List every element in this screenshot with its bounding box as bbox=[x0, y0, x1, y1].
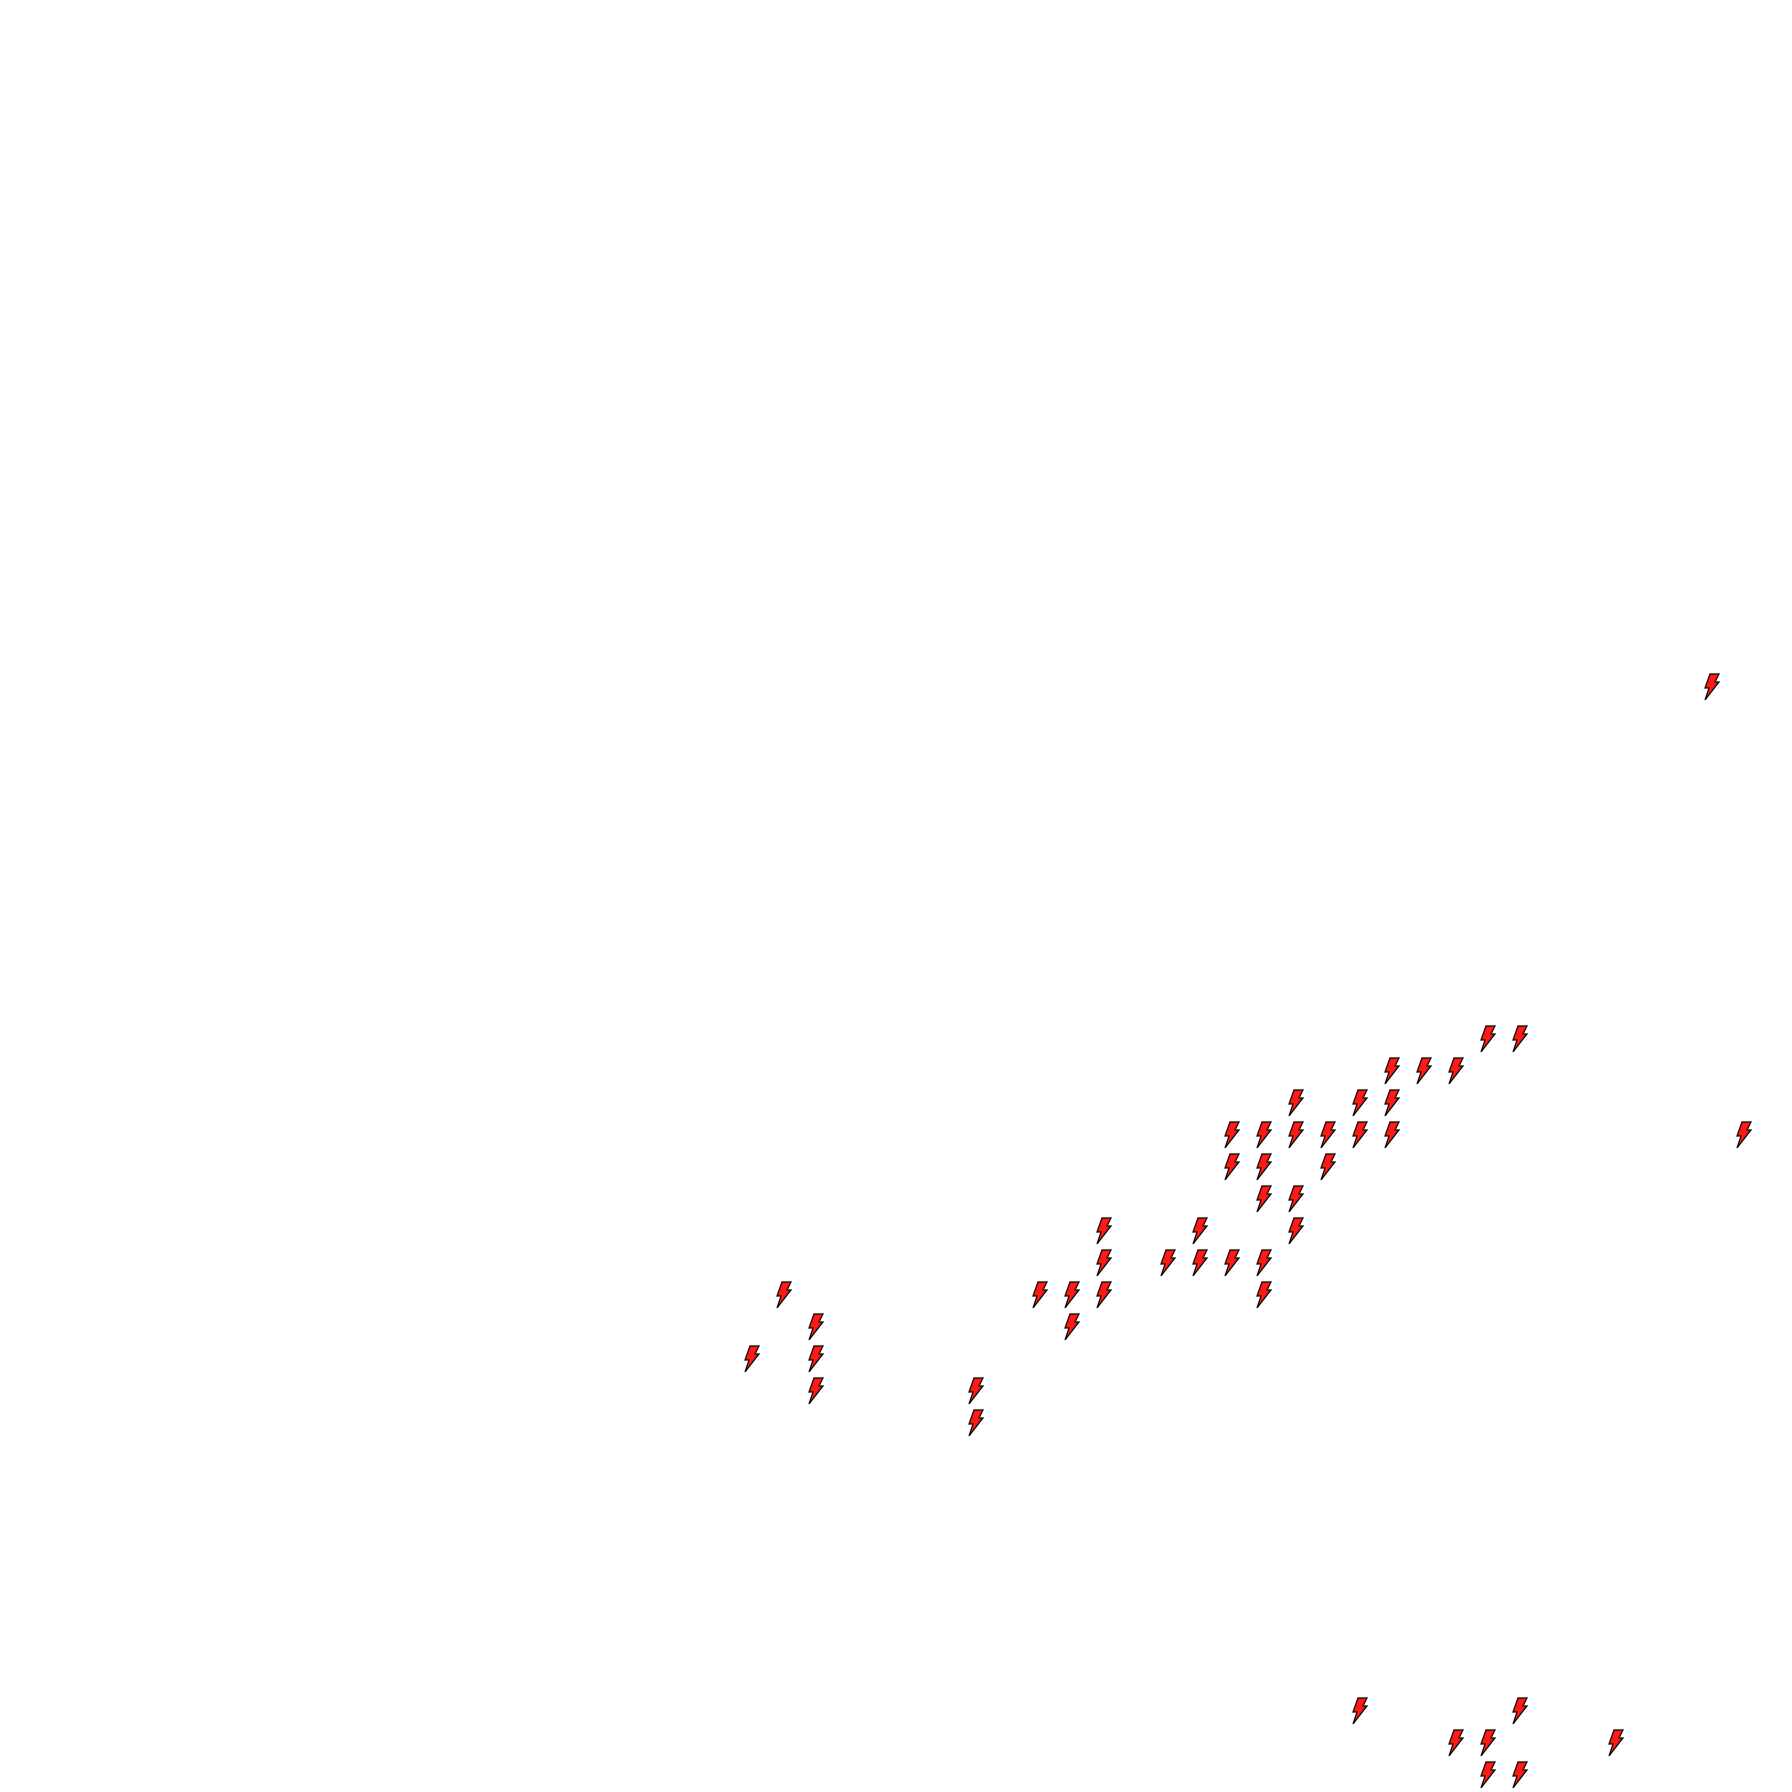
map-marker[interactable] bbox=[1415, 1057, 1433, 1085]
lightning-bolt-icon bbox=[744, 1345, 761, 1373]
map-marker[interactable] bbox=[807, 1377, 825, 1405]
lightning-bolt-icon bbox=[1224, 1249, 1241, 1277]
map-marker[interactable] bbox=[1351, 1697, 1369, 1725]
lightning-bolt-icon bbox=[808, 1377, 825, 1405]
map-marker[interactable] bbox=[1319, 1153, 1337, 1181]
map-marker[interactable] bbox=[1447, 1057, 1465, 1085]
map-marker[interactable] bbox=[1287, 1217, 1305, 1245]
map-marker[interactable] bbox=[1095, 1281, 1113, 1309]
lightning-bolt-icon bbox=[1384, 1089, 1401, 1117]
lightning-bolt-icon bbox=[968, 1409, 985, 1437]
lightning-bolt-icon bbox=[1256, 1249, 1273, 1277]
lightning-bolt-icon bbox=[1064, 1313, 1081, 1341]
lightning-bolt-icon bbox=[776, 1281, 793, 1309]
lightning-bolt-icon bbox=[1256, 1153, 1273, 1181]
map-marker[interactable] bbox=[1511, 1761, 1529, 1789]
lightning-bolt-icon bbox=[1608, 1729, 1625, 1757]
lightning-bolt-icon bbox=[1256, 1121, 1273, 1149]
map-marker[interactable] bbox=[775, 1281, 793, 1309]
map-marker[interactable] bbox=[1735, 1121, 1753, 1149]
lightning-bolt-icon bbox=[1256, 1185, 1273, 1213]
lightning-bolt-icon bbox=[1352, 1697, 1369, 1725]
map-marker[interactable] bbox=[1383, 1057, 1401, 1085]
lightning-bolt-icon bbox=[1032, 1281, 1049, 1309]
map-marker[interactable] bbox=[1191, 1217, 1209, 1245]
map-marker[interactable] bbox=[1255, 1121, 1273, 1149]
map-marker[interactable] bbox=[1191, 1249, 1209, 1277]
lightning-bolt-icon bbox=[808, 1313, 825, 1341]
lightning-bolt-icon bbox=[1320, 1153, 1337, 1181]
lightning-bolt-icon bbox=[1160, 1249, 1177, 1277]
map-marker[interactable] bbox=[807, 1313, 825, 1341]
map-marker[interactable] bbox=[1255, 1153, 1273, 1181]
map-marker[interactable] bbox=[743, 1345, 761, 1373]
map-marker[interactable] bbox=[1095, 1249, 1113, 1277]
map-marker[interactable] bbox=[1063, 1281, 1081, 1309]
map-marker[interactable] bbox=[1511, 1025, 1529, 1053]
map-marker[interactable] bbox=[1095, 1217, 1113, 1245]
map-marker[interactable] bbox=[1383, 1121, 1401, 1149]
map-marker[interactable] bbox=[1159, 1249, 1177, 1277]
map-marker[interactable] bbox=[1351, 1089, 1369, 1117]
lightning-bolt-icon bbox=[1480, 1025, 1497, 1053]
lightning-bolt-icon bbox=[1192, 1249, 1209, 1277]
lightning-bolt-icon bbox=[1736, 1121, 1753, 1149]
lightning-bolt-icon bbox=[1064, 1281, 1081, 1309]
lightning-bolt-icon bbox=[968, 1377, 985, 1405]
map-marker[interactable] bbox=[1479, 1761, 1497, 1789]
map-marker[interactable] bbox=[1511, 1697, 1529, 1725]
lightning-bolt-icon bbox=[1320, 1121, 1337, 1149]
map-marker[interactable] bbox=[1223, 1249, 1241, 1277]
lightning-bolt-icon bbox=[1288, 1217, 1305, 1245]
map-marker[interactable] bbox=[1319, 1121, 1337, 1149]
map-marker[interactable] bbox=[1223, 1153, 1241, 1181]
map-marker[interactable] bbox=[1031, 1281, 1049, 1309]
lightning-bolt-icon bbox=[1192, 1217, 1209, 1245]
map-marker[interactable] bbox=[967, 1409, 985, 1437]
map-marker[interactable] bbox=[1063, 1313, 1081, 1341]
lightning-bolt-icon bbox=[1480, 1729, 1497, 1757]
lightning-bolt-icon bbox=[1416, 1057, 1433, 1085]
lightning-bolt-icon bbox=[1096, 1249, 1113, 1277]
lightning-bolt-icon bbox=[1224, 1153, 1241, 1181]
lightning-bolt-icon bbox=[1480, 1761, 1497, 1789]
lightning-bolt-icon bbox=[1512, 1761, 1529, 1789]
map-marker[interactable] bbox=[807, 1345, 825, 1373]
map-marker[interactable] bbox=[1287, 1121, 1305, 1149]
lightning-bolt-icon bbox=[1448, 1729, 1465, 1757]
map-marker[interactable] bbox=[1703, 673, 1721, 701]
map-marker[interactable] bbox=[1479, 1025, 1497, 1053]
lightning-bolt-icon bbox=[1448, 1057, 1465, 1085]
lightning-bolt-icon bbox=[1384, 1057, 1401, 1085]
lightning-bolt-icon bbox=[1096, 1281, 1113, 1309]
lightning-bolt-icon bbox=[1288, 1185, 1305, 1213]
map-marker[interactable] bbox=[1287, 1185, 1305, 1213]
map-marker[interactable] bbox=[1383, 1089, 1401, 1117]
map-marker[interactable] bbox=[967, 1377, 985, 1405]
map-marker[interactable] bbox=[1223, 1121, 1241, 1149]
lightning-bolt-icon bbox=[1256, 1281, 1273, 1309]
map-marker[interactable] bbox=[1287, 1089, 1305, 1117]
lightning-bolt-icon bbox=[808, 1345, 825, 1373]
map-marker[interactable] bbox=[1447, 1729, 1465, 1757]
map-marker[interactable] bbox=[1255, 1249, 1273, 1277]
lightning-bolt-icon bbox=[1224, 1121, 1241, 1149]
lightning-bolt-icon bbox=[1384, 1121, 1401, 1149]
lightning-bolt-icon bbox=[1288, 1089, 1305, 1117]
lightning-bolt-icon bbox=[1512, 1025, 1529, 1053]
map-marker[interactable] bbox=[1479, 1729, 1497, 1757]
map-marker[interactable] bbox=[1255, 1185, 1273, 1213]
map-marker[interactable] bbox=[1351, 1121, 1369, 1149]
lightning-bolt-icon bbox=[1352, 1089, 1369, 1117]
lightning-bolt-icon bbox=[1288, 1121, 1305, 1149]
lightning-bolt-icon bbox=[1096, 1217, 1113, 1245]
map-marker[interactable] bbox=[1607, 1729, 1625, 1757]
map-marker[interactable] bbox=[1255, 1281, 1273, 1309]
lightning-bolt-icon bbox=[1352, 1121, 1369, 1149]
lightning-bolt-icon bbox=[1512, 1697, 1529, 1725]
lightning-bolt-icon bbox=[1704, 673, 1721, 701]
